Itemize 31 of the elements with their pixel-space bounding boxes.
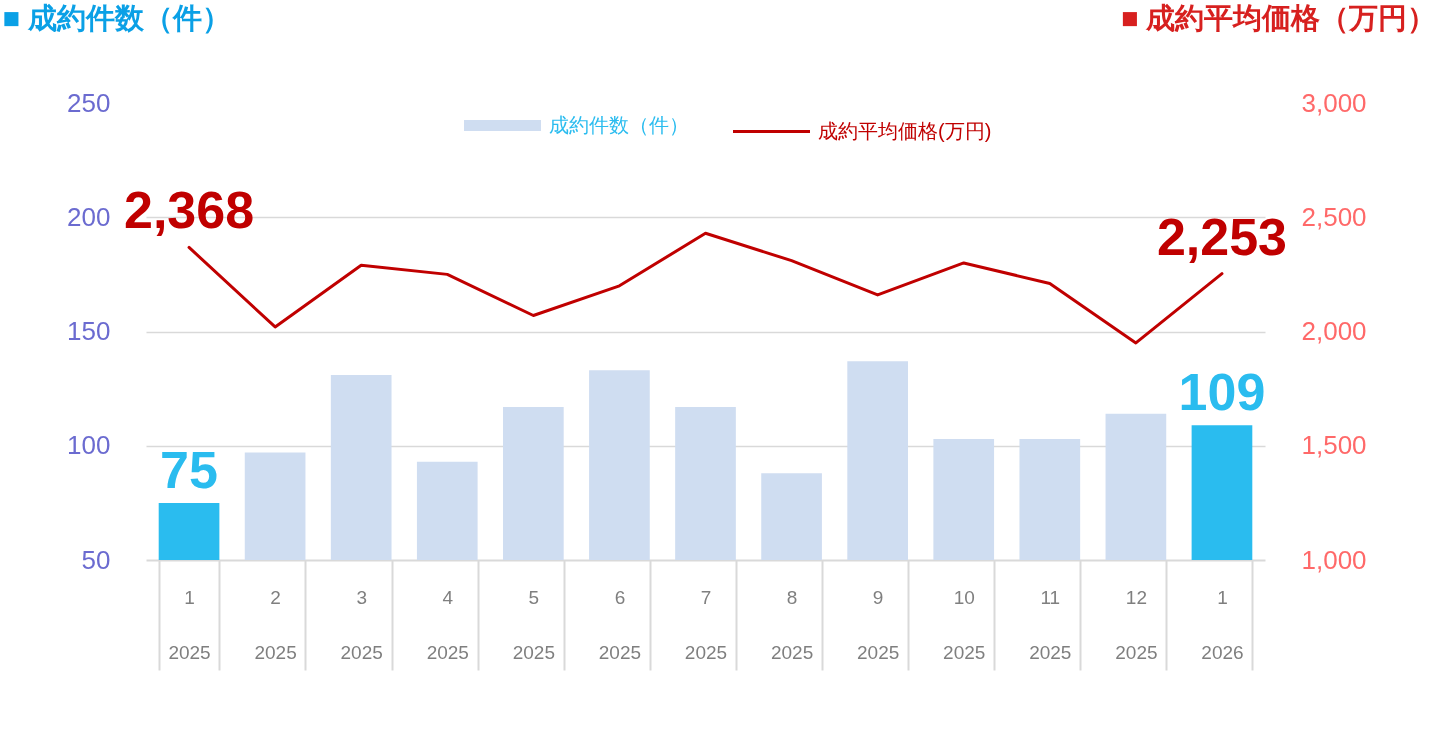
category-label: 7 2025: [684, 586, 728, 663]
category-label: 12 2025: [1115, 586, 1158, 663]
category-label: 9 2025: [857, 586, 900, 663]
category-label: 1 2025: [168, 586, 211, 663]
y2-tick-label: 2,500: [1301, 201, 1367, 232]
y2-tick-label: 1,500: [1301, 430, 1367, 461]
y-tick-label: 50: [81, 544, 111, 575]
y-tick-label: 250: [67, 87, 111, 118]
legend-label: 成約件数（件）: [549, 113, 689, 136]
y2-tick-label: 1,000: [1301, 544, 1367, 575]
data-label: 109: [1178, 363, 1266, 422]
category-label: 6 2025: [598, 586, 642, 663]
category-label: 3 2025: [340, 586, 383, 663]
y-axis-title: ■ 成約件数（件）: [2, 1, 232, 34]
y2-tick-label: 3,000: [1301, 87, 1367, 118]
category-label: 5 2025: [512, 586, 555, 663]
y-tick-label: 150: [67, 316, 111, 346]
category-label: 1 2026: [1201, 586, 1244, 663]
category-label: 2 2025: [254, 586, 297, 663]
category-label: 10 2025: [943, 586, 986, 663]
y-tick-label: 100: [67, 430, 111, 461]
category-label: 4 2025: [426, 586, 469, 663]
y2-tick-label: 2,000: [1301, 316, 1367, 346]
data-label: 2,253: [1156, 207, 1288, 266]
category-label: 11 2025: [1029, 586, 1072, 663]
data-label: 75: [160, 440, 218, 499]
category-label: 8 2025: [770, 586, 814, 663]
data-label: 2,368: [123, 181, 255, 240]
legend-label: 成約平均価格(万円): [818, 119, 992, 142]
y-tick-label: 200: [67, 201, 111, 232]
y2-axis-title: ■ 成約平均価格（万円）: [1120, 1, 1437, 34]
